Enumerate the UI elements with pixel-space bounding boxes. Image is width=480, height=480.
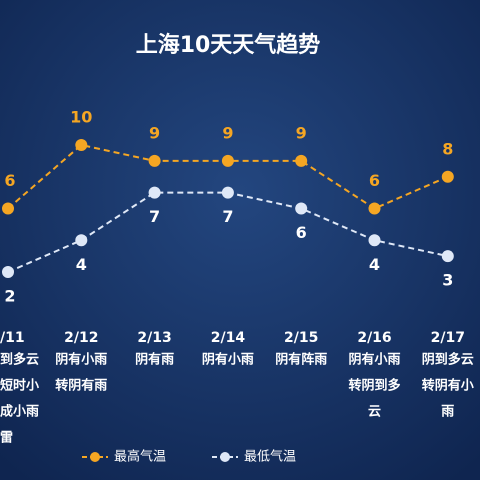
value-label: 6 — [369, 171, 380, 190]
weather-description: 雷 — [0, 430, 13, 446]
weather-description: 转阴有小 — [422, 378, 474, 394]
weather-description: 成小雨 — [0, 404, 39, 420]
x-tick-label: 2/12 — [64, 330, 98, 346]
x-tick-label: 2/13 — [137, 330, 171, 346]
weather-description: 到多云 — [0, 352, 39, 368]
value-label: 9 — [222, 123, 233, 142]
weather-description: 云 — [368, 405, 381, 420]
point — [295, 154, 308, 167]
value-label: 8 — [442, 139, 453, 158]
chart-title: 上海10天天气趋势 — [136, 32, 321, 58]
point — [221, 154, 234, 167]
weather-description: 阴有雨 — [135, 352, 174, 368]
x-tick-label: 2/15 — [284, 330, 318, 346]
value-label: 4 — [369, 255, 380, 274]
value-label: 6 — [4, 171, 15, 190]
legend-dot — [220, 452, 230, 462]
x-tick-label: /11 — [0, 330, 25, 346]
weather-description: 阴有小雨 — [55, 352, 107, 368]
point — [368, 234, 381, 247]
point — [148, 154, 161, 167]
point — [75, 234, 88, 247]
x-tick-label: 2/17 — [431, 330, 465, 346]
value-label: 6 — [296, 223, 307, 242]
point — [221, 186, 234, 199]
x-tick-label: 2/16 — [357, 330, 391, 346]
point — [2, 202, 14, 215]
value-label: 7 — [222, 207, 233, 226]
value-label: 9 — [296, 123, 307, 142]
weather-description: 阴有阵雨 — [275, 352, 327, 368]
weather-description: 转阴到多 — [348, 378, 400, 394]
weather-description: 阴有小雨 — [202, 352, 254, 368]
weather-description: 短时小 — [0, 378, 39, 394]
point — [148, 186, 161, 199]
point — [441, 170, 454, 183]
legend-dot — [90, 452, 100, 462]
value-label: 2 — [4, 287, 15, 306]
value-label: 7 — [149, 207, 160, 226]
point — [295, 202, 308, 215]
point — [441, 250, 454, 263]
value-label: 4 — [76, 255, 87, 274]
point — [2, 266, 14, 278]
point — [368, 202, 381, 215]
value-label: 3 — [442, 271, 453, 290]
legend-label: 最低气温 — [244, 449, 296, 465]
value-label: 10 — [70, 108, 92, 127]
weather-description: 雨 — [441, 405, 454, 420]
x-tick-label: 2/14 — [211, 330, 246, 346]
weather-description: 阴到多云 — [422, 352, 474, 368]
legend-label: 最高气温 — [114, 449, 166, 465]
point — [75, 139, 88, 151]
weather-description: 转阴有雨 — [55, 378, 107, 394]
value-label: 9 — [149, 123, 160, 142]
weather-description: 阴有小雨 — [348, 352, 400, 368]
